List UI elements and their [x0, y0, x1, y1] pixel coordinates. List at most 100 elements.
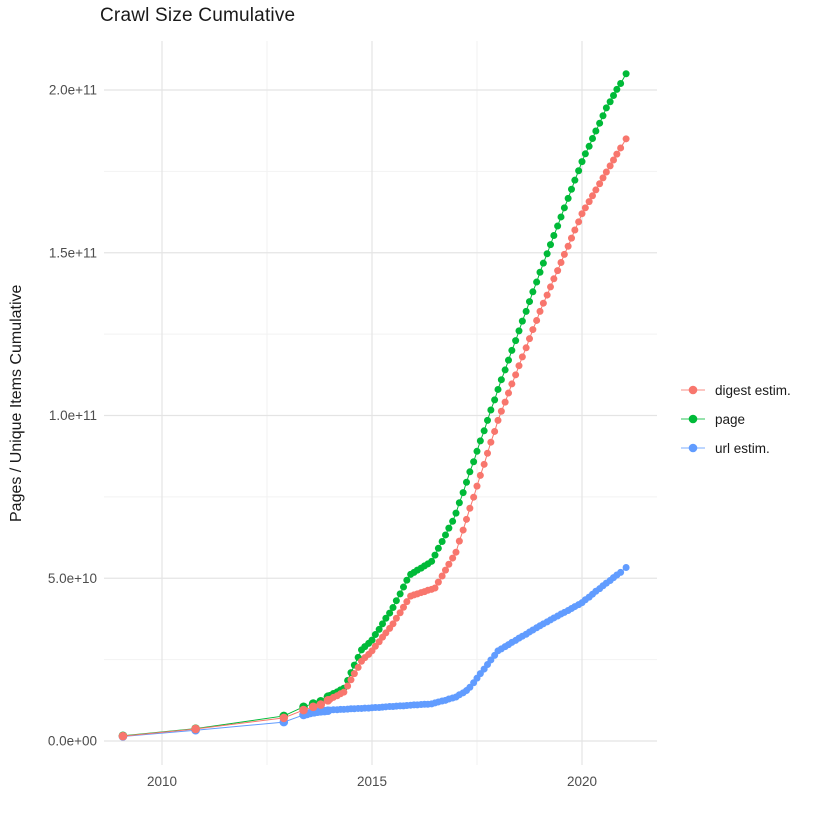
data-point-digest-estim	[487, 438, 495, 446]
legend-label: page	[715, 411, 746, 427]
series-points-page	[118, 70, 630, 741]
data-point-digest-estim	[585, 198, 593, 206]
data-point-page	[599, 112, 607, 120]
data-point-digest-estim	[497, 407, 505, 415]
data-point-digest-estim	[560, 250, 568, 258]
legend: digest estim. page url estim.	[680, 381, 791, 457]
data-point-digest-estim	[536, 307, 544, 315]
x-tick-label: 2020	[567, 774, 597, 789]
gridlines	[104, 41, 657, 765]
data-point-digest-estim	[543, 291, 551, 299]
data-point-digest-estim	[515, 362, 523, 370]
data-point-digest-estim	[340, 688, 348, 696]
data-point-digest-estim	[589, 192, 596, 200]
data-point-page	[617, 79, 625, 87]
data-point-page	[522, 307, 530, 315]
data-point-digest-estim	[610, 156, 617, 164]
legend-key-point	[688, 414, 698, 424]
legend-label: url estim.	[715, 440, 770, 456]
data-point-page	[487, 406, 495, 414]
data-point-page	[442, 531, 449, 539]
legend-key-point	[688, 385, 698, 395]
data-point-digest-estim	[622, 135, 630, 143]
data-point-page	[589, 134, 596, 142]
data-point-page	[480, 427, 488, 435]
data-point-digest-estim	[575, 218, 583, 226]
data-point-page	[508, 346, 516, 354]
data-point-page	[463, 478, 470, 486]
data-point-url-estim	[617, 568, 625, 576]
data-point-digest-estim	[512, 371, 520, 379]
data-point-page	[392, 597, 400, 605]
data-point-page	[602, 104, 610, 112]
data-point-page	[371, 631, 379, 639]
data-point-digest-estim	[347, 676, 355, 684]
data-point-digest-estim	[403, 598, 411, 606]
data-point-page	[434, 544, 442, 552]
data-point-digest-estim	[522, 344, 530, 352]
data-point-digest-estim	[571, 226, 579, 234]
data-point-digest-estim	[459, 526, 467, 534]
data-point-digest-estim	[470, 493, 478, 501]
data-point-digest-estim	[442, 566, 449, 574]
data-point-digest-estim	[539, 299, 547, 307]
data-point-digest-estim	[354, 663, 362, 671]
legend-key-icon	[681, 443, 705, 453]
data-point-digest-estim	[533, 316, 541, 324]
data-point-digest-estim	[529, 326, 537, 334]
data-point-digest-estim	[400, 603, 407, 611]
data-point-digest-estim	[491, 427, 499, 435]
data-point-page	[543, 250, 551, 258]
data-point-digest-estim	[494, 416, 502, 424]
series-digest-estim	[118, 135, 630, 741]
y-tick-label: 0.0e+00	[48, 734, 97, 749]
data-point-digest-estim	[389, 620, 397, 628]
legend-item-digest-estim: digest estim.	[680, 381, 791, 399]
data-point-digest-estim	[480, 460, 488, 468]
data-point-digest-estim	[599, 174, 607, 182]
data-point-digest-estim	[452, 548, 460, 556]
legend-item-page: page	[680, 410, 791, 428]
data-point-digest-estim	[518, 353, 526, 361]
data-point-page	[575, 167, 583, 175]
legend-key-icon	[681, 385, 705, 395]
data-point-page	[400, 583, 407, 591]
data-point-page	[368, 636, 376, 644]
data-point-digest-estim	[526, 335, 533, 343]
data-point-page	[470, 458, 478, 466]
data-point-digest-estim	[308, 702, 318, 712]
data-point-page	[403, 576, 411, 584]
series-points-digest-estim	[118, 135, 630, 741]
data-point-page	[622, 70, 630, 78]
data-point-digest-estim	[466, 504, 474, 512]
data-point-page	[445, 524, 453, 532]
legend-key-point	[688, 443, 698, 453]
y-tick-label: 1.5e+11	[49, 245, 97, 260]
data-point-digest-estim	[592, 186, 600, 194]
y-tick-label: 1.0e+11	[49, 408, 97, 423]
data-point-digest-estim	[463, 515, 470, 523]
data-point-digest-estim	[568, 234, 575, 242]
data-point-digest-estim	[505, 389, 512, 397]
data-point-page	[536, 268, 544, 276]
data-point-digest-estim	[606, 162, 614, 170]
data-point-digest-estim	[118, 731, 128, 741]
data-point-digest-estim	[191, 724, 200, 734]
data-point-page	[459, 489, 467, 497]
data-point-page	[533, 278, 541, 286]
data-point-digest-estim	[547, 283, 554, 291]
data-point-page	[396, 590, 404, 598]
data-point-digest-estim	[617, 144, 625, 152]
data-point-page	[512, 337, 520, 345]
data-point-page	[497, 376, 505, 384]
data-point-digest-estim	[455, 537, 463, 545]
data-point-page	[539, 259, 547, 267]
data-point-page	[606, 98, 614, 106]
series-url-estim	[118, 564, 630, 741]
data-point-page	[526, 298, 533, 306]
x-tick-label: 2010	[147, 774, 177, 789]
data-point-digest-estim	[449, 554, 457, 562]
data-point-page	[564, 194, 572, 202]
axis-tick-labels: 0.0e+00 5.0e+10 1.0e+11 1.5e+11 2.0e+11 2010 2…	[48, 83, 597, 790]
data-point-page	[466, 468, 474, 476]
